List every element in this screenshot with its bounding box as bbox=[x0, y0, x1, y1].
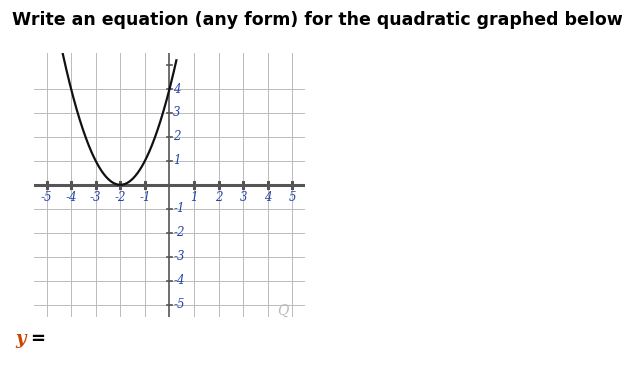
Text: 4: 4 bbox=[173, 82, 180, 96]
Text: y: y bbox=[16, 329, 26, 348]
FancyBboxPatch shape bbox=[44, 319, 307, 360]
Text: 2: 2 bbox=[173, 130, 180, 143]
Text: 1: 1 bbox=[173, 154, 180, 167]
Text: -5: -5 bbox=[173, 298, 185, 311]
Text: 4: 4 bbox=[264, 191, 272, 204]
Text: -1: -1 bbox=[139, 191, 151, 204]
Text: -5: -5 bbox=[41, 191, 52, 204]
Text: -1: -1 bbox=[173, 202, 185, 215]
Text: Write an equation (any form) for the quadratic graphed below:: Write an equation (any form) for the qua… bbox=[12, 11, 622, 29]
Text: -4: -4 bbox=[173, 274, 185, 287]
Text: -4: -4 bbox=[65, 191, 77, 204]
Text: -2: -2 bbox=[173, 226, 185, 239]
Text: -3: -3 bbox=[90, 191, 101, 204]
Text: -3: -3 bbox=[173, 250, 185, 263]
Text: Q: Q bbox=[277, 304, 289, 318]
Text: -2: -2 bbox=[114, 191, 126, 204]
Text: 3: 3 bbox=[239, 191, 247, 204]
Text: 1: 1 bbox=[190, 191, 198, 204]
Text: =: = bbox=[30, 329, 45, 348]
Text: 2: 2 bbox=[215, 191, 223, 204]
Text: 3: 3 bbox=[173, 107, 180, 119]
Text: 5: 5 bbox=[289, 191, 296, 204]
